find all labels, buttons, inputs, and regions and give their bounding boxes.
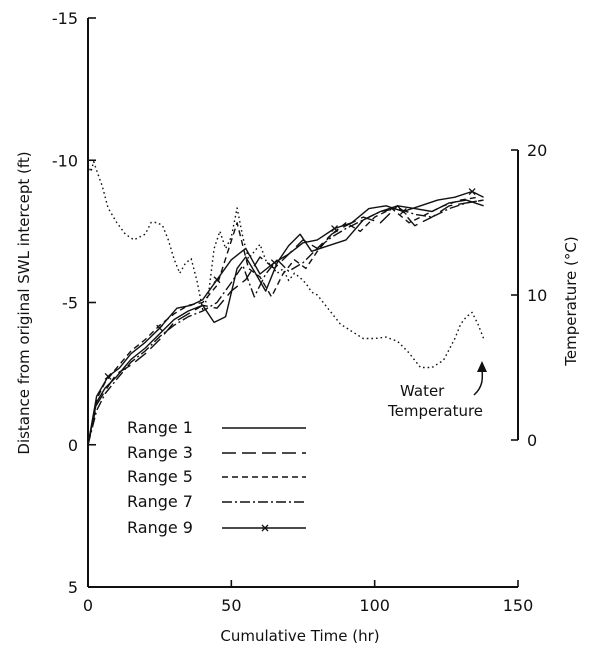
series-line-5 — [87, 190, 484, 445]
series-marker — [399, 208, 407, 215]
series-line-1 — [87, 199, 484, 445]
x-tick-label: 0 — [83, 596, 93, 615]
water-temperature-line — [87, 160, 485, 369]
x-tick-label: 150 — [503, 596, 534, 615]
y-tick-label: -10 — [52, 151, 78, 170]
series-line-4 — [87, 199, 484, 445]
series-line-2 — [87, 199, 484, 445]
water-temperature-annotation: Water Temperature — [387, 361, 487, 420]
legend-marker — [261, 524, 269, 532]
y2-tick-label: 10 — [527, 286, 547, 305]
series-marker — [270, 259, 278, 267]
x-axis-title: Cumulative Time (hr) — [220, 627, 379, 645]
annotation-arrowhead — [477, 361, 487, 372]
y2-tick-label: 20 — [527, 141, 547, 160]
legend-label: Range 3 — [127, 443, 193, 462]
y-tick-label: -5 — [62, 294, 78, 313]
series-layer — [87, 160, 485, 445]
legend-label: Range 5 — [127, 467, 193, 486]
x-tick-label: 50 — [221, 596, 241, 615]
x-tick-label: 100 — [359, 596, 390, 615]
series-marker — [331, 225, 338, 232]
series-marker — [468, 188, 476, 196]
legend-label: Range 9 — [127, 518, 193, 537]
y-tick-label: 5 — [68, 578, 78, 597]
legend-label: Range 7 — [127, 492, 193, 511]
legend-label: Range 1 — [127, 418, 193, 437]
annotation-line2: Temperature — [387, 402, 483, 420]
y2-axis-title: Temperature (°C) — [562, 236, 580, 366]
series-marker — [104, 373, 112, 380]
y-tick-label: 0 — [68, 436, 78, 455]
legend: Range 1 Range 3 Range 5 Range 7 Range 9 — [127, 418, 306, 537]
y2-tick-label: 0 — [527, 431, 537, 450]
y-axis-title: Distance from original SWL intercept (ft… — [15, 151, 33, 454]
annotation-line1: Water — [400, 382, 445, 400]
series-marker — [156, 324, 164, 332]
series-marker — [213, 276, 221, 284]
y-tick-label: -15 — [52, 9, 78, 28]
